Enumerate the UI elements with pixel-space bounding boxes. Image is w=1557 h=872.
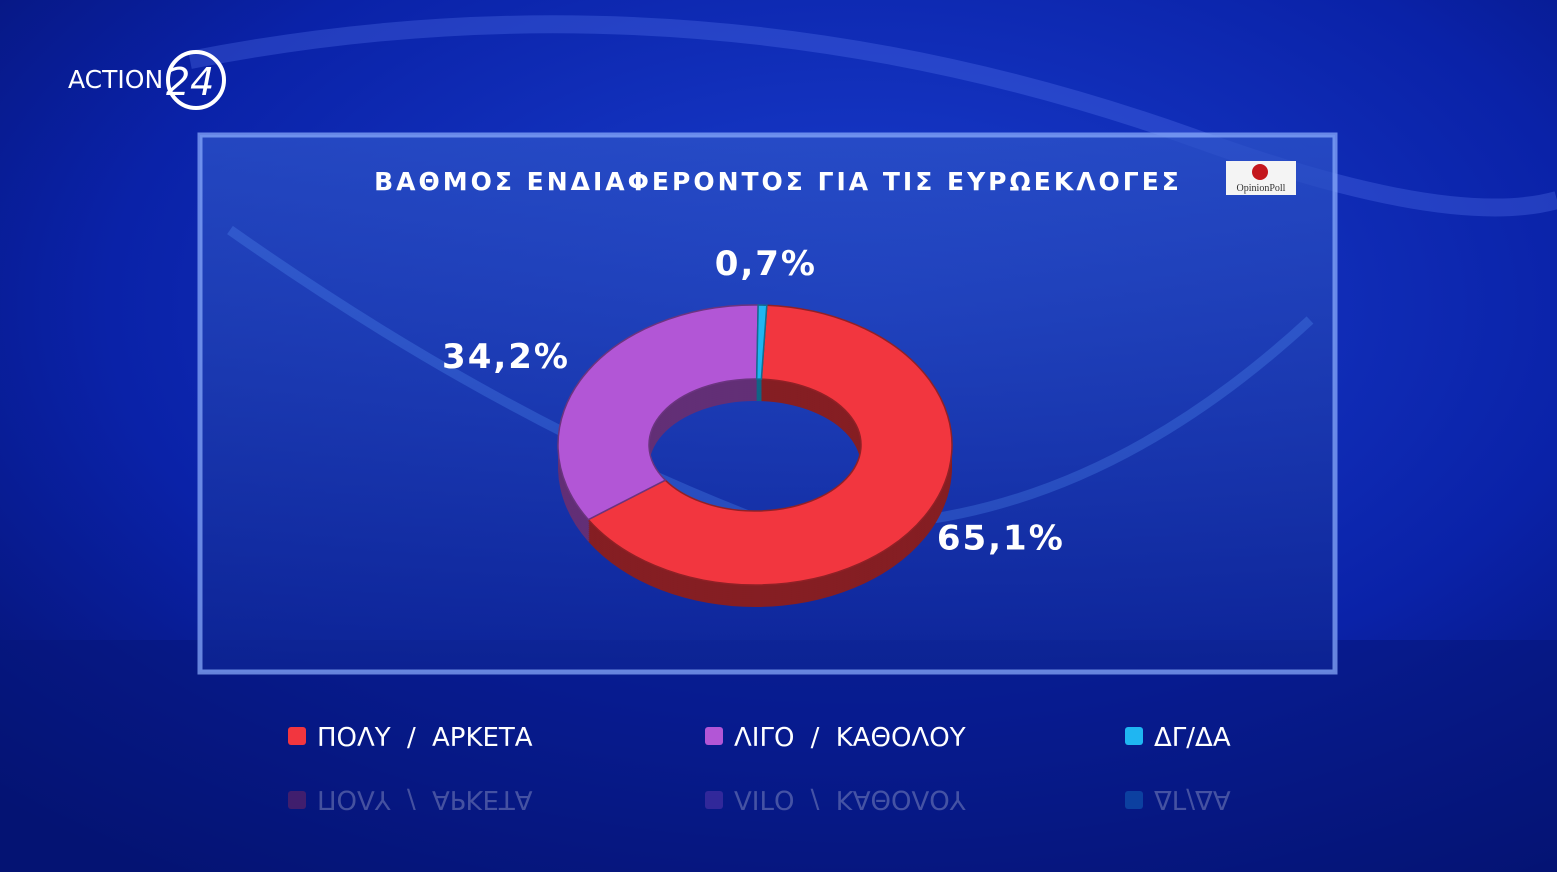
pollster-logo: OpinionPoll <box>1237 183 1286 194</box>
value-label: 65,1% <box>937 519 1065 559</box>
slice <box>557 304 759 521</box>
value-label: 0,7% <box>715 244 817 284</box>
legend: ΠΟΛΥ / ΑΡΚΕΤΑ ΠΟΛΥ / ΑΡΚΕΤΑ ΛΙΓΟ / ΚΑΘΟΛΟΥ… <box>288 723 1231 814</box>
legend-label: ΠΟΛΥ / ΑΡΚΕΤΑ <box>317 723 533 753</box>
legend-label-reflection: ΠΟΛΥ / ΑΡΚΕΤΑ <box>317 784 533 814</box>
chart-title: ΒΑΘΜΟΣ ΕΝΔΙΑΦΕΡΟΝΤΟΣ ΓΙΑ ΤΙΣ ΕΥΡΩΕΚΛΟΓΕΣ <box>374 167 1182 196</box>
legend-label-reflection: ΔΓ/ΔΑ <box>1154 784 1231 814</box>
channel-number: 24 <box>166 60 214 104</box>
legend-swatch <box>1125 727 1143 745</box>
legend-label-reflection: ΛΙΓΟ / ΚΑΘΟΛΟΥ <box>734 784 966 814</box>
legend-swatch-reflection <box>1125 791 1143 809</box>
value-label: 34,2% <box>442 337 570 377</box>
legend-swatch <box>705 727 723 745</box>
donut: 65,1% 34,2% 0,7% <box>442 244 1065 607</box>
legend-swatch-reflection <box>705 791 723 809</box>
channel-logo: ACTION <box>68 65 163 94</box>
legend-label: ΛΙΓΟ / ΚΑΘΟΛΟΥ <box>734 723 966 753</box>
logo-ring <box>166 50 226 110</box>
pollster-logo-dot <box>1252 164 1268 180</box>
legend-swatch-reflection <box>288 791 306 809</box>
decor-swoosh <box>188 15 1557 217</box>
slice <box>755 304 768 380</box>
floor <box>0 640 1557 872</box>
legend-swatch <box>288 727 306 745</box>
legend-label: ΔΓ/ΔΑ <box>1154 723 1231 753</box>
slice <box>587 304 953 586</box>
